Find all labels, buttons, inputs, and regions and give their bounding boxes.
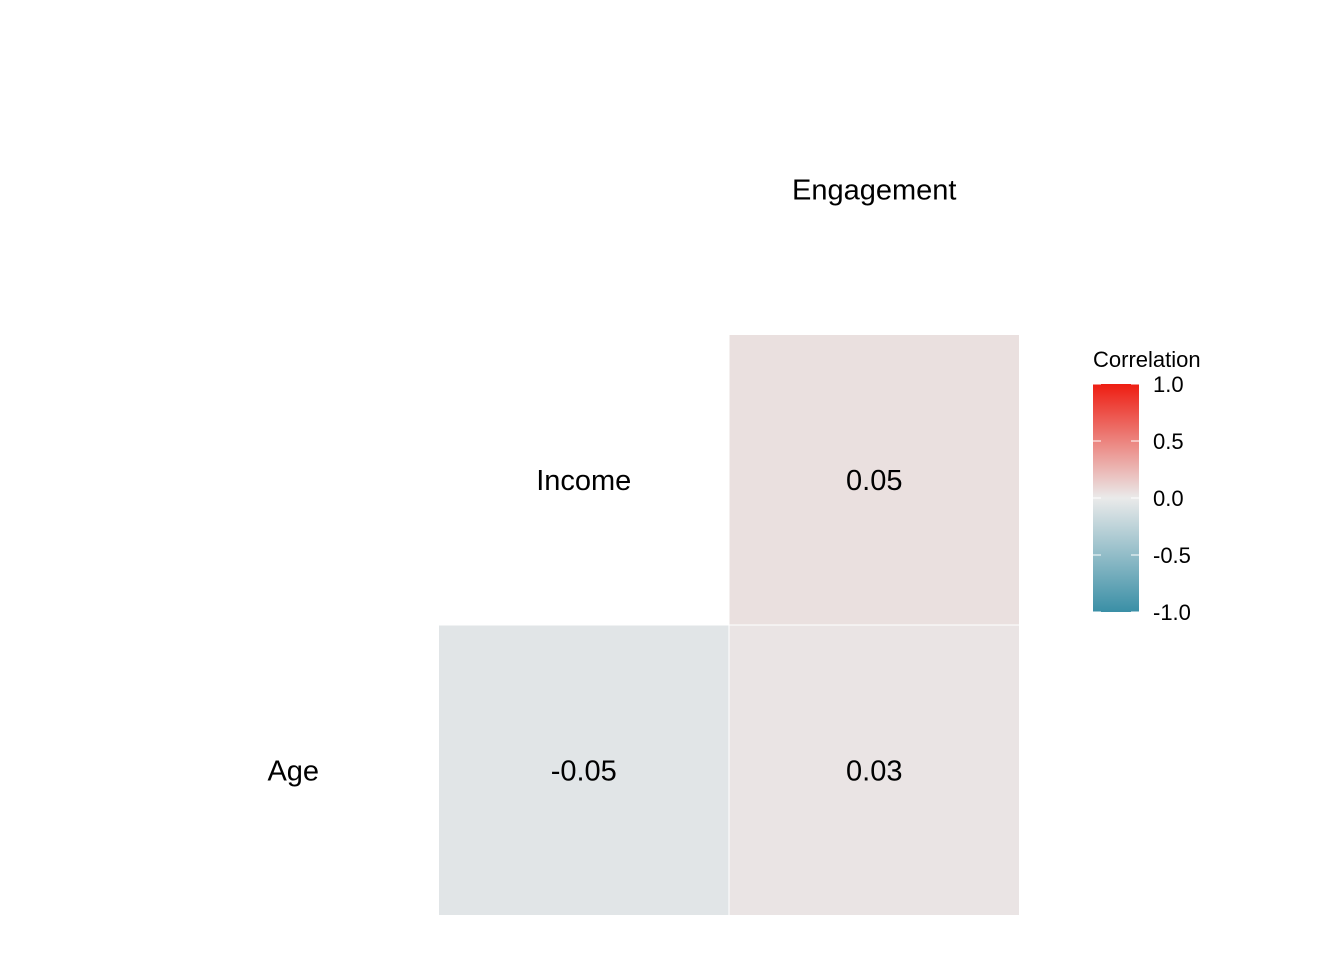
- variable-labels: Age Income Engagement: [267, 174, 956, 787]
- heatmap-cell: [438, 624, 730, 916]
- legend-ticks: 1.0 0.5 0.0 -0.5 -1.0: [1093, 372, 1191, 625]
- variable-label: Income: [536, 465, 631, 497]
- cell-value-label: 0.05: [846, 465, 902, 497]
- legend-title: Correlation: [1093, 347, 1201, 372]
- cell-value-label: -0.05: [551, 755, 617, 787]
- heatmap-cell: [728, 624, 1020, 916]
- cell-value-label: 0.03: [846, 755, 902, 787]
- legend-tick-label: 0.5: [1153, 429, 1184, 454]
- legend-tick-label: -0.5: [1153, 543, 1191, 568]
- legend-tick-label: 0.0: [1153, 486, 1184, 511]
- legend-tick-label: -1.0: [1153, 600, 1191, 625]
- heatmap-cell: [728, 334, 1020, 626]
- heatmap-cells: 0.05 -0.05 0.03: [438, 334, 1020, 916]
- variable-label: Age: [267, 755, 319, 787]
- variable-label: Engagement: [792, 174, 956, 206]
- legend: Correlation 1.0 0.5 0.0 -0.5 -1.0: [1093, 347, 1201, 625]
- legend-tick-label: 1.0: [1153, 372, 1184, 397]
